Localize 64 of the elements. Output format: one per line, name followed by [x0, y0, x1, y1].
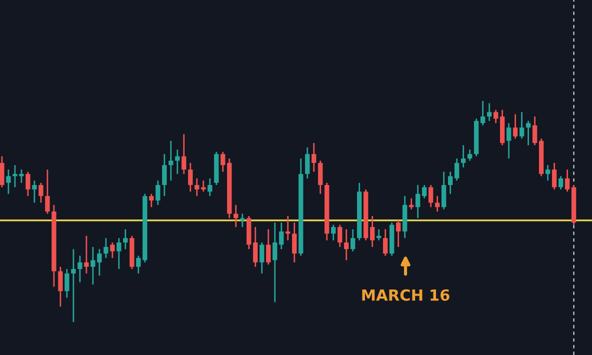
candlestick [350, 228, 356, 252]
candlestick [512, 114, 518, 140]
candlestick [454, 158, 460, 182]
candlestick [45, 168, 50, 214]
candlestick [253, 226, 258, 268]
candlestick [370, 215, 375, 248]
candlestick [460, 144, 466, 168]
candlestick [292, 222, 297, 264]
candlestick [182, 133, 186, 175]
candlestick [442, 171, 446, 210]
candlestick [344, 228, 349, 261]
candlestick [532, 116, 538, 146]
candlestick [564, 168, 570, 192]
annotation: MARCH 16 [362, 289, 450, 301]
candlestick [526, 120, 531, 146]
candlestick [305, 146, 310, 180]
candlestick [545, 164, 550, 182]
candlestick [38, 182, 44, 204]
candlestick [493, 109, 498, 124]
candlestick [240, 213, 245, 228]
candlestick [0, 156, 4, 188]
candlestick [480, 100, 486, 126]
candlestick [208, 178, 212, 197]
candlestick [396, 220, 401, 248]
candlestick [110, 242, 115, 259]
candlestick [104, 237, 108, 259]
candlestick [220, 151, 226, 172]
candlestick [558, 175, 564, 190]
candlestick [383, 228, 388, 256]
candlestick [552, 162, 557, 190]
candlestick [123, 228, 128, 250]
candlestick [428, 184, 434, 208]
candlestick [435, 195, 440, 212]
candlestick [266, 228, 271, 266]
candlestick [26, 171, 30, 197]
candlestick [156, 180, 160, 206]
candlestick [448, 171, 453, 195]
candlestick [188, 162, 193, 192]
candlestick [506, 122, 512, 160]
candlestick [64, 268, 70, 298]
candlestick [58, 266, 63, 308]
candlestick [416, 184, 420, 219]
candlestick [331, 224, 336, 241]
candlestick [6, 168, 11, 195]
candlestick [318, 160, 323, 195]
candlestick [272, 222, 278, 303]
candlestick [519, 111, 524, 140]
candlestick [162, 153, 167, 197]
candlestick [312, 142, 316, 172]
candlestick [71, 248, 76, 323]
candlestick [201, 180, 206, 192]
candlestick [422, 184, 427, 199]
candlestick [467, 148, 472, 162]
candlestick [149, 193, 154, 208]
candlestick [260, 242, 264, 274]
candlestick [194, 178, 200, 197]
candlestick [32, 180, 37, 204]
candlestick [116, 237, 122, 270]
candlestick [84, 235, 89, 274]
candlestick [486, 102, 492, 122]
candlestick [338, 224, 342, 248]
candlestick [78, 255, 82, 283]
candlestick [168, 140, 174, 182]
candlestick [279, 222, 284, 250]
